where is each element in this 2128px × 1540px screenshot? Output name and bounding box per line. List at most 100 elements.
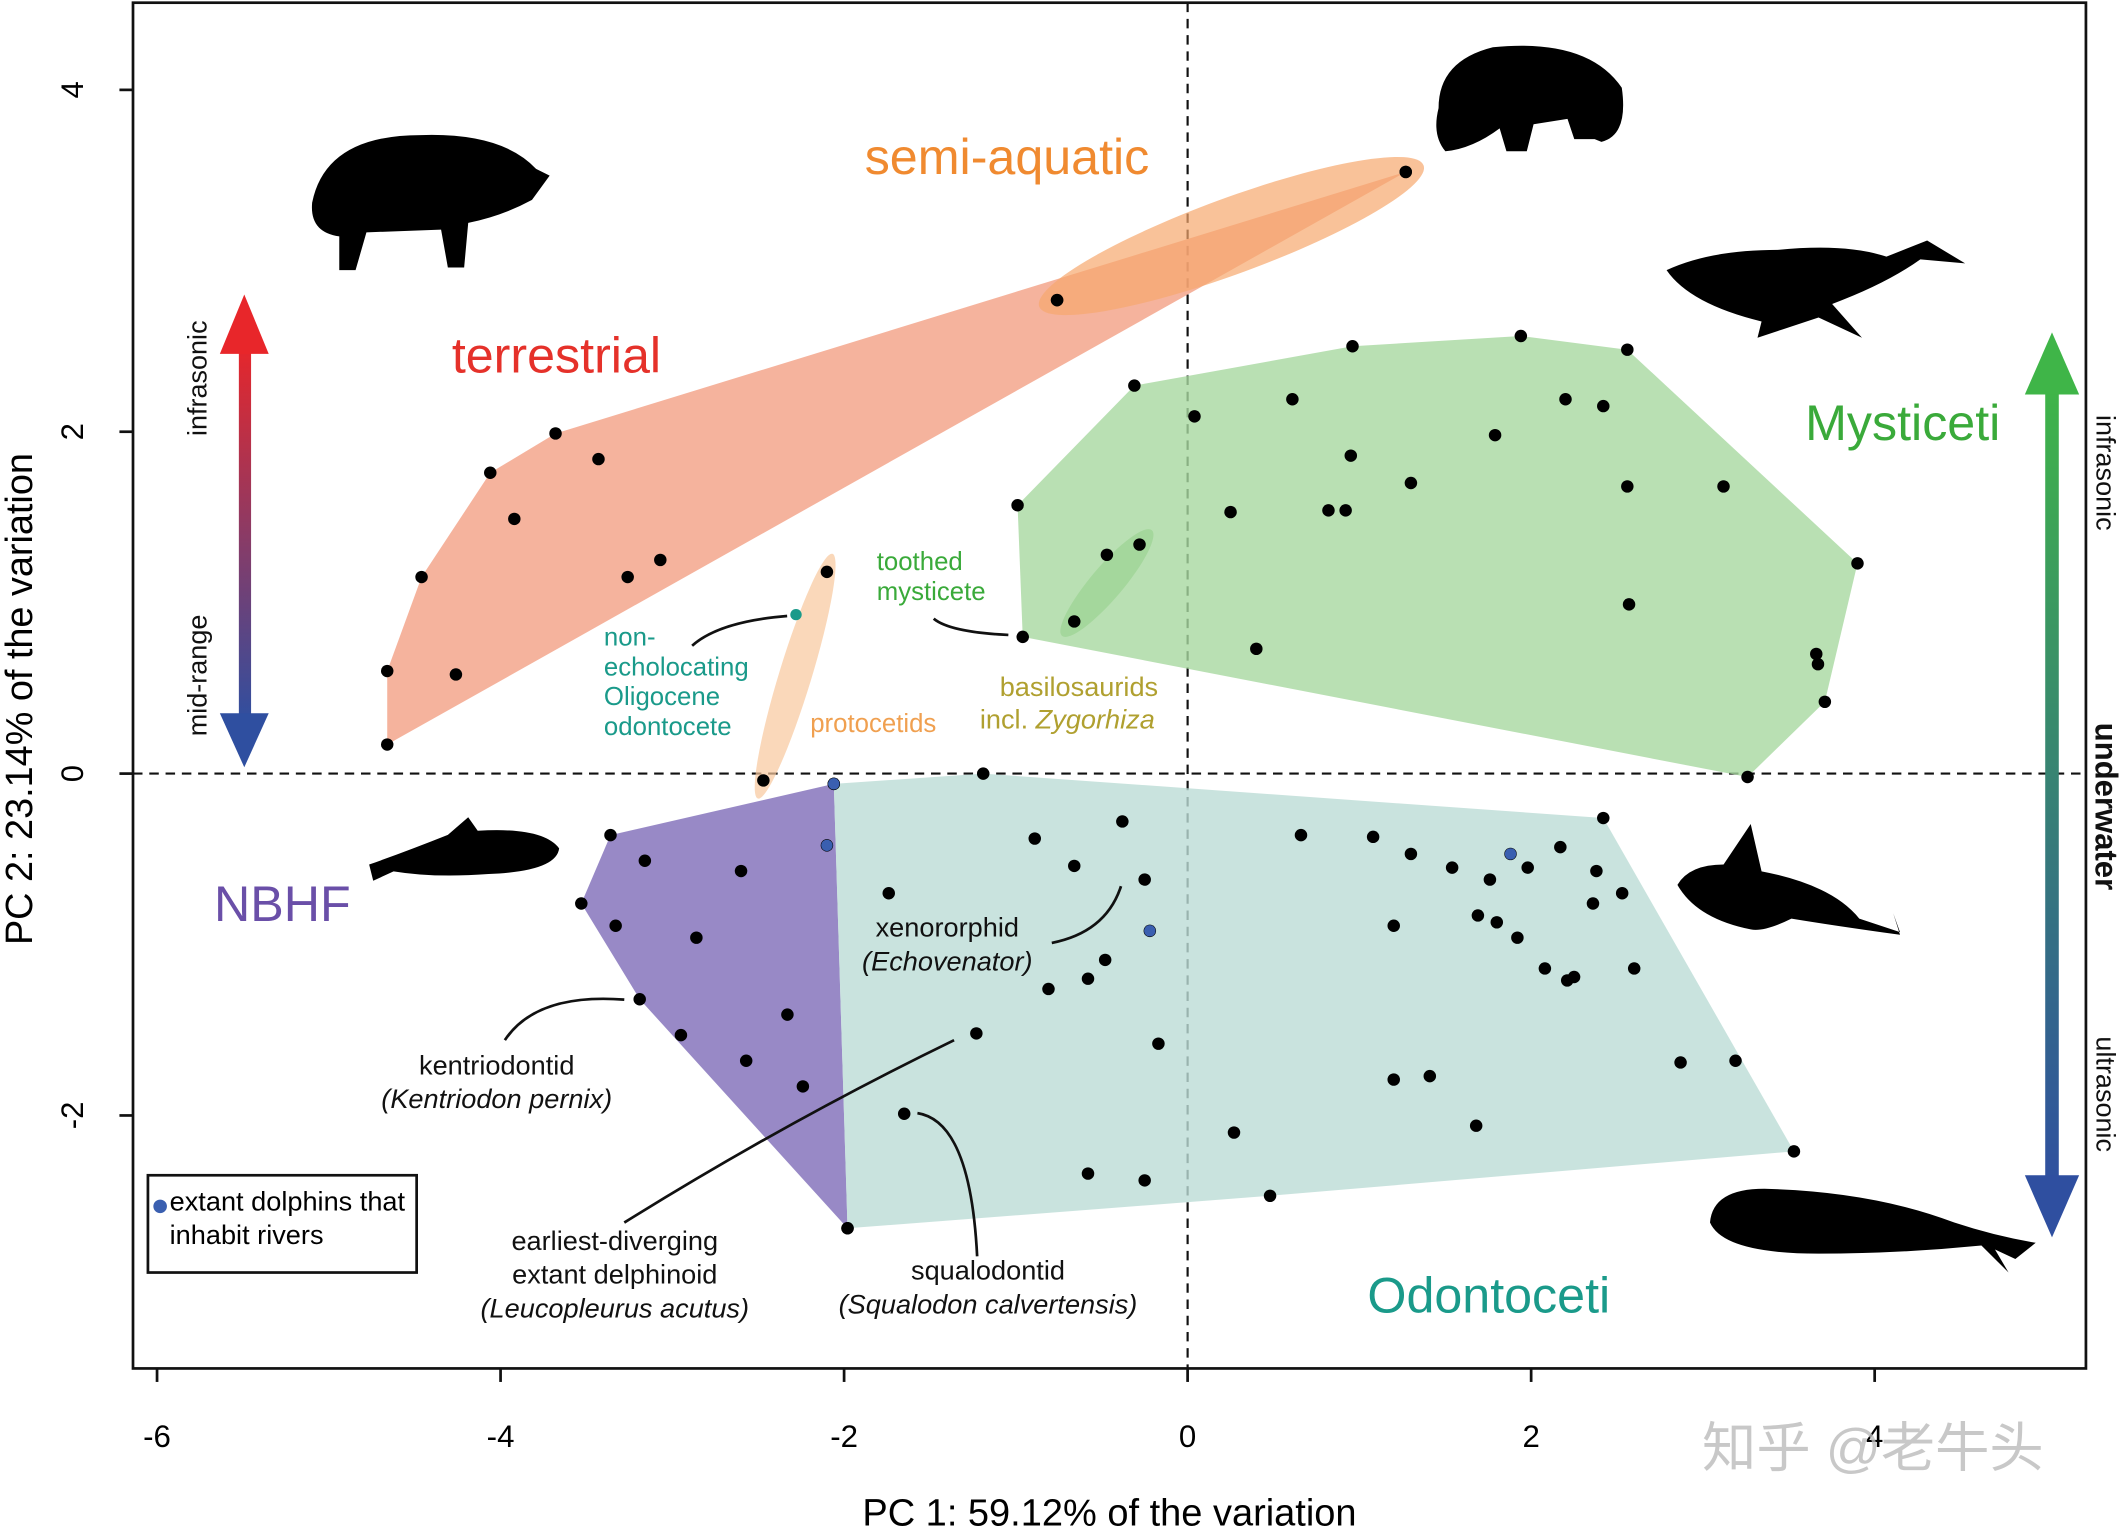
annotation: Zygorhiza (1035, 704, 1155, 735)
data-point (1144, 925, 1156, 937)
data-point (1504, 848, 1517, 860)
callout (932, 617, 1009, 637)
data-point (976, 767, 990, 780)
data-point (1521, 861, 1534, 874)
y-tick-label: 2 (55, 423, 90, 440)
data-point (1028, 832, 1041, 845)
data-point (415, 570, 428, 584)
annotation: (Squalodon calvertensis) (839, 1288, 1138, 1319)
data-point (1339, 504, 1352, 517)
data-point (1597, 399, 1610, 413)
data-point (1469, 1119, 1483, 1132)
annotation: incl. Zygorhiza (980, 704, 1155, 735)
data-point (1729, 1054, 1742, 1067)
x-tick-label: -2 (830, 1419, 858, 1454)
data-point (1490, 916, 1504, 929)
group-label: NBHF (214, 876, 351, 932)
data-point (1717, 480, 1730, 493)
data-point (575, 897, 588, 910)
data-point (1559, 393, 1572, 406)
group-label: semi-aquatic (865, 129, 1150, 185)
data-point (820, 565, 834, 579)
data-point (1404, 847, 1418, 861)
group-label: non-echolocating Oligocene odontocete (603, 624, 749, 742)
data-point (1674, 1056, 1687, 1069)
annotation: kentriodontid (419, 1049, 574, 1080)
arrow-head (219, 294, 269, 354)
data-point (1627, 962, 1641, 975)
arrow-label: underwater (2088, 723, 2123, 890)
arrow-label: infrasonic (182, 320, 213, 436)
data-point (380, 664, 394, 678)
data-point (1344, 449, 1358, 462)
group-hull (1017, 336, 1858, 778)
data-point (1404, 476, 1418, 490)
data-point (1011, 499, 1024, 512)
y-axis-title: PC 2: 23.14% of the variation (0, 453, 41, 945)
data-point (1224, 505, 1237, 519)
data-point (1445, 861, 1459, 874)
x-tick-label: 4 (1866, 1419, 1883, 1454)
data-point (449, 668, 463, 681)
data-point (1152, 1037, 1165, 1050)
data-point (674, 1028, 688, 1042)
callout (503, 997, 625, 1041)
humpback-icon (1666, 240, 1966, 338)
group-label-box: toothed mysticete (876, 548, 986, 607)
data-point (1387, 1073, 1400, 1086)
arrow-label: infrasonic (2090, 415, 2121, 531)
arrow-head (2024, 1175, 2080, 1238)
data-point (970, 1027, 983, 1040)
callout (623, 1038, 955, 1224)
data-point (828, 778, 840, 790)
x-tick-label: 2 (1522, 1419, 1539, 1454)
annotation: (Leucopleurus acutus) (481, 1293, 750, 1324)
arrow-shaft (238, 344, 252, 723)
arrow-head (2024, 332, 2080, 395)
group-label-box: non-echolocating Oligocene odontocete (603, 624, 749, 742)
data-point (1586, 897, 1600, 910)
data-point (484, 466, 497, 479)
annotation: incl. (980, 704, 1028, 735)
annotation: basilosaurids (1000, 671, 1158, 702)
silhouettes (311, 45, 2036, 1273)
x-tick-label: -4 (487, 1419, 515, 1454)
group-label: toothed mysticete (876, 548, 986, 607)
data-point (592, 452, 605, 466)
x-tick-label: -6 (143, 1419, 171, 1454)
legend-text: extant dolphins that inhabit rivers (169, 1188, 406, 1251)
annotation: earliest-diverging (511, 1225, 718, 1256)
data-point (739, 1054, 753, 1067)
data-point (1366, 830, 1380, 844)
annotation: (Kentriodon pernix) (381, 1083, 612, 1114)
data-point (1597, 811, 1610, 825)
callout (691, 614, 788, 647)
right-arrow (2024, 332, 2080, 1238)
data-point (1128, 379, 1141, 392)
orca-icon (1677, 824, 1900, 935)
data-point (633, 993, 646, 1006)
annotation: extant delphinoid (512, 1259, 717, 1290)
data-point (1621, 480, 1634, 493)
data-point (1622, 598, 1636, 611)
boar-icon (311, 134, 550, 271)
data-point (1081, 1167, 1095, 1180)
axes: -6 -4 -2 0 2 4 -2 0 2 4 PC 1: 59.12% of the variat… (0, 81, 1883, 1534)
callout (1051, 885, 1123, 945)
data-point (897, 1107, 911, 1120)
porpoise-icon (369, 817, 560, 881)
data-point (734, 864, 748, 878)
data-point (841, 1222, 854, 1235)
data-point (1538, 962, 1552, 975)
y-tick-label: -2 (55, 1102, 90, 1130)
data-point (781, 1008, 794, 1021)
group-label: Odontoceti (1367, 1268, 1610, 1324)
data-point (1068, 615, 1081, 628)
data-point (1851, 557, 1864, 570)
data-point (1100, 548, 1114, 562)
data-point (1590, 864, 1603, 878)
data-point (1621, 343, 1634, 356)
data-point (1567, 970, 1581, 984)
callout (917, 1111, 979, 1257)
